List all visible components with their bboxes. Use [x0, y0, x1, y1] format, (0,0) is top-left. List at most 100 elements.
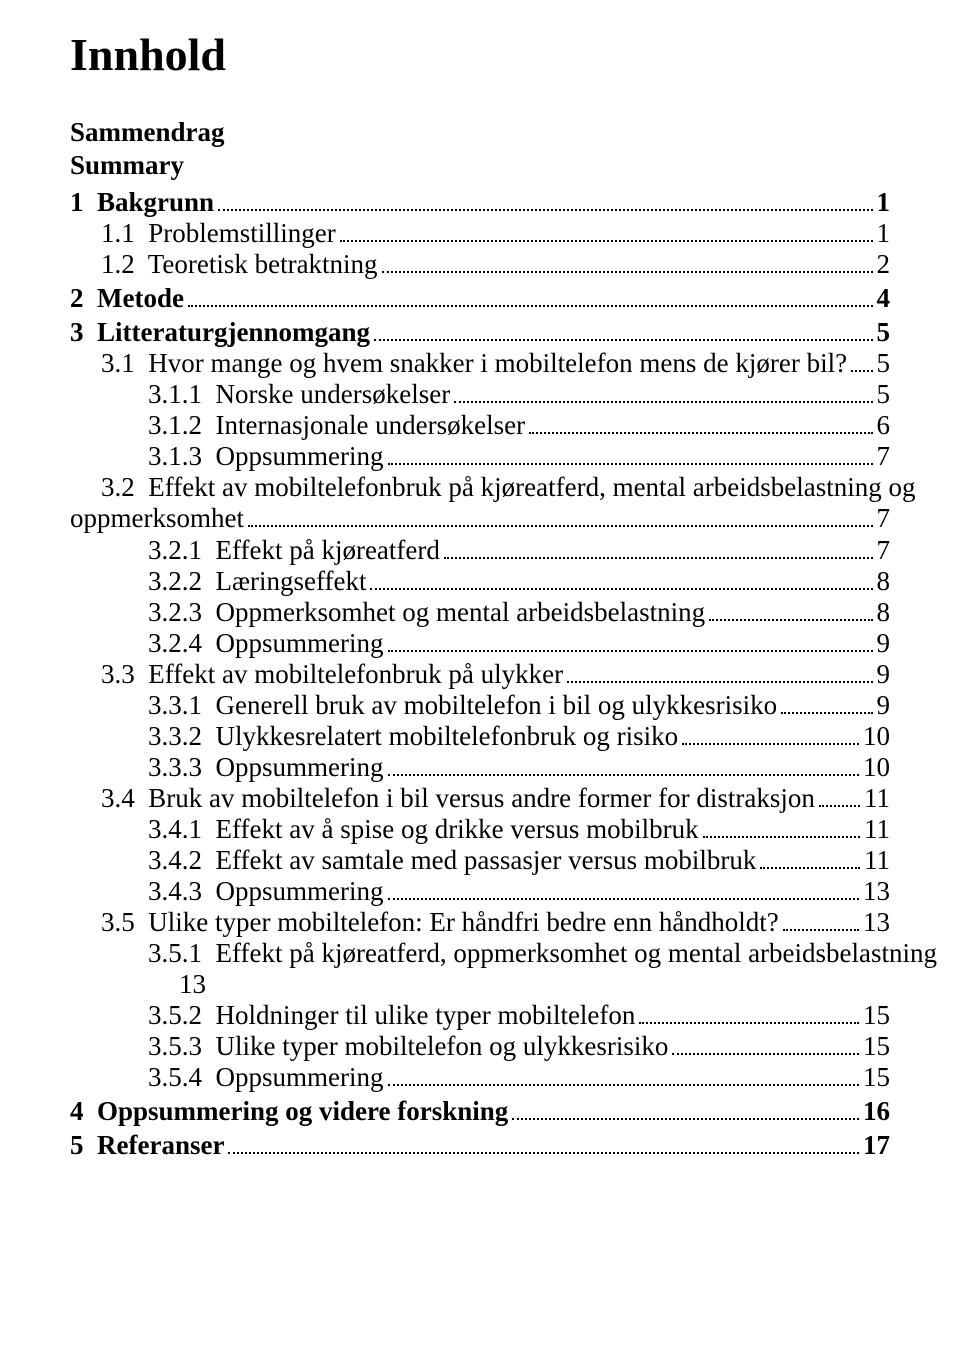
toc-row: 3.3.1 Generell bruk av mobiltelefon i bi…: [70, 690, 890, 721]
toc-row: 3.3.2 Ulykkesrelatert mobiltelefonbruk o…: [70, 721, 890, 752]
toc-page-number: 2: [877, 249, 891, 280]
toc-leader: [340, 221, 873, 242]
toc-page-number: 13: [863, 907, 890, 938]
toc-label: 3.5.2 Holdninger til ulike typer mobilte…: [148, 1000, 635, 1031]
toc-row: 3.5.3 Ulike typer mobiltelefon og ulykke…: [70, 1031, 890, 1062]
toc-leader: [529, 413, 872, 434]
toc-leader: [388, 879, 860, 900]
toc-row: 3 Litteraturgjennomgang 5: [70, 317, 890, 348]
toc-page-number: 10: [863, 721, 890, 752]
toc-label: 3.3.3 Oppsummering: [148, 752, 384, 783]
toc-page-number: 5: [877, 317, 891, 348]
toc-page-number: 1: [877, 187, 891, 218]
toc-row: 3.1 Hvor mange og hvem snakker i mobilte…: [70, 348, 890, 379]
toc-page-number: 13: [863, 876, 890, 907]
toc-leader: [374, 320, 873, 341]
toc-label: 3 Litteraturgjennomgang: [70, 317, 370, 348]
toc-page-number: 7: [877, 535, 891, 566]
toc-label: 4 Oppsummering og videre forskning: [70, 1096, 508, 1127]
toc-page-number: 9: [877, 628, 891, 659]
toc-row: 3.2.3 Oppmerksomhet og mental arbeidsbel…: [70, 597, 890, 628]
toc-leader: [388, 1065, 860, 1086]
toc-label: 3.2 Effekt av mobiltelefonbruk på kjørea…: [101, 472, 916, 503]
toc-page-number: 7: [877, 503, 891, 534]
toc-row: 3.2 Effekt av mobiltelefonbruk på kjørea…: [70, 472, 890, 503]
toc-row: 3.5 Ulike typer mobiltelefon: Er håndfri…: [70, 907, 890, 938]
toc-page-number: 9: [877, 659, 891, 690]
toc-label: 3.5.3 Ulike typer mobiltelefon og ulykke…: [148, 1031, 668, 1062]
toc-page-number: 11: [864, 845, 890, 876]
toc-page-number: 15: [863, 1031, 890, 1062]
toc-leader: [760, 848, 860, 869]
pre-sections: SammendragSummary: [70, 117, 890, 181]
toc-leader: [388, 754, 860, 775]
toc-leader: [781, 692, 872, 713]
toc-row: 3.2.2 Læringseffekt 8: [70, 566, 890, 597]
toc-leader: [672, 1034, 859, 1055]
toc-row: 13: [70, 969, 890, 1000]
toc-label: 3.1.1 Norske undersøkelser: [148, 379, 450, 410]
toc-page-number: 11: [864, 814, 890, 845]
pre-section: Summary: [70, 150, 890, 181]
toc-page-number: 17: [863, 1130, 890, 1161]
toc-leader: [382, 252, 873, 273]
toc-row: 1 Bakgrunn 1: [70, 187, 890, 218]
toc-row: 3.2.1 Effekt på kjøreatferd 7: [70, 535, 890, 566]
toc-page-number: 15: [863, 1000, 890, 1031]
toc-label: 3.2.4 Oppsummering: [148, 628, 384, 659]
toc-leader: [783, 910, 859, 931]
toc-page-number: 5: [877, 379, 891, 410]
toc-label: 3.1 Hvor mange og hvem snakker i mobilte…: [101, 348, 847, 379]
toc-label: 5 Referanser: [70, 1130, 224, 1161]
toc-row: 3.3.3 Oppsummering 10: [70, 752, 890, 783]
page-title: Innhold: [70, 28, 890, 81]
toc-leader: [444, 537, 873, 558]
toc-row: 3.1.2 Internasjonale undersøkelser6: [70, 410, 890, 441]
toc-label: oppmerksomhet: [70, 503, 244, 534]
toc-page-number: 8: [877, 597, 891, 628]
toc-page-number: 8: [877, 566, 891, 597]
toc-label: 1 Bakgrunn: [70, 187, 214, 218]
toc-row: 3.4.1 Effekt av å spise og drikke versus…: [70, 814, 890, 845]
toc-label: 3.2.2 Læringseffekt: [148, 566, 366, 597]
toc-row: 1.1 Problemstillinger1: [70, 218, 890, 249]
toc-row: 4 Oppsummering og videre forskning16: [70, 1096, 890, 1127]
toc-label: 3.4 Bruk av mobiltelefon i bil versus an…: [101, 783, 815, 814]
toc-leader: [454, 382, 872, 403]
toc-label: 3.1.2 Internasjonale undersøkelser: [148, 410, 525, 441]
toc-row: 5 Referanser 17: [70, 1130, 890, 1161]
toc-page-number: 7: [877, 441, 891, 472]
toc-page-number: 10: [863, 752, 890, 783]
toc-leader: [819, 785, 860, 806]
toc-leader: [370, 568, 872, 589]
toc-leader: [228, 1133, 859, 1154]
toc-page-number: 5: [877, 348, 891, 379]
toc-row: 3.2.4 Oppsummering 9: [70, 628, 890, 659]
toc-row: oppmerksomhet 7: [70, 503, 890, 534]
toc-leader: [248, 506, 873, 527]
toc-label: 1.2 Teoretisk betraktning: [101, 249, 378, 280]
toc-row: 2 Metode 4: [70, 283, 890, 314]
toc-page-number: 4: [877, 283, 891, 314]
toc-label: 3.4.3 Oppsummering: [148, 876, 384, 907]
toc-row: 3.5.4 Oppsummering15: [70, 1062, 890, 1093]
toc-row: 3.4.2 Effekt av samtale med passasjer ve…: [70, 845, 890, 876]
toc-label: 3.3.2 Ulykkesrelatert mobiltelefonbruk o…: [148, 721, 678, 752]
toc-page-number: 9: [877, 690, 891, 721]
toc-label: 13: [179, 969, 206, 1000]
toc-row: 3.1.1 Norske undersøkelser 5: [70, 379, 890, 410]
toc-label: 3.2.1 Effekt på kjøreatferd: [148, 535, 440, 566]
toc-label: 3.5 Ulike typer mobiltelefon: Er håndfri…: [101, 907, 779, 938]
toc-leader: [639, 1003, 859, 1024]
toc-leader: [703, 817, 860, 838]
toc-page-number: 15: [863, 1062, 890, 1093]
toc-row: 1.2 Teoretisk betraktning 2: [70, 249, 890, 280]
toc-label: 3.1.3 Oppsummering: [148, 441, 384, 472]
toc-leader: [388, 630, 873, 651]
toc-label: 3.4.1 Effekt av å spise og drikke versus…: [148, 814, 699, 845]
toc-label: 1.1 Problemstillinger: [101, 218, 336, 249]
toc-label: 2 Metode: [70, 283, 184, 314]
toc-leader: [218, 190, 872, 211]
toc-row: 3.4.3 Oppsummering 13: [70, 876, 890, 907]
toc-label: 3.3 Effekt av mobiltelefonbruk på ulykke…: [101, 659, 563, 690]
